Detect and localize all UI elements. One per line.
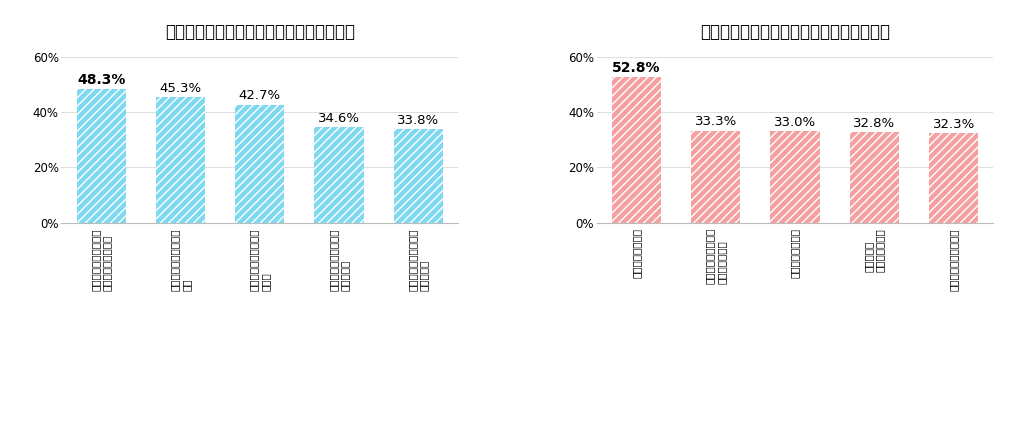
Bar (236, 105, 285, 223)
Bar (691, 131, 740, 223)
Title: 企業の中途採用実施理由上位（複数回答）: 企業の中途採用実施理由上位（複数回答） (165, 24, 354, 42)
Bar (770, 131, 819, 223)
Bar (929, 134, 978, 223)
Text: 33.0%: 33.0% (774, 116, 816, 129)
Text: 33.8%: 33.8% (397, 114, 439, 127)
Text: 52.8%: 52.8% (612, 60, 660, 74)
Bar (156, 98, 205, 223)
Text: 42.7%: 42.7% (239, 89, 281, 102)
Bar (77, 89, 126, 223)
Bar (314, 127, 364, 223)
Bar (394, 129, 443, 223)
Bar (314, 127, 364, 223)
Text: 32.8%: 32.8% (853, 117, 895, 130)
Bar (156, 98, 205, 223)
Bar (929, 134, 978, 223)
Text: 34.6%: 34.6% (318, 112, 360, 125)
Bar (850, 132, 899, 223)
Bar (236, 105, 285, 223)
Bar (394, 129, 443, 223)
Text: 32.3%: 32.3% (933, 118, 975, 131)
Text: 45.3%: 45.3% (160, 82, 202, 95)
Bar (850, 132, 899, 223)
Text: 33.3%: 33.3% (694, 116, 737, 128)
Title: 個人の転職活動実施理由上位（複数回答）: 個人の転職活動実施理由上位（複数回答） (700, 24, 890, 42)
Text: 48.3%: 48.3% (77, 73, 125, 87)
Bar (691, 131, 740, 223)
Bar (611, 77, 660, 223)
Bar (770, 131, 819, 223)
Bar (77, 89, 126, 223)
Bar (611, 77, 660, 223)
